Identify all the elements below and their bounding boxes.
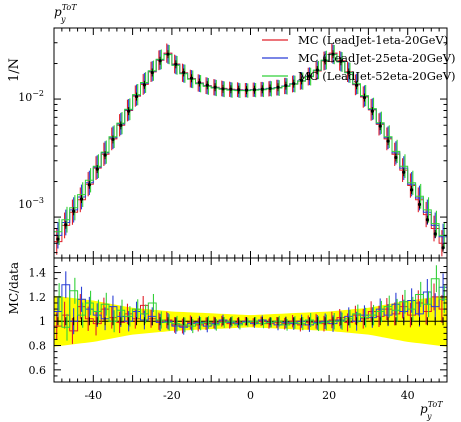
data-point-7 [111, 137, 115, 142]
chart-title: pToT y [54, 3, 77, 24]
top-ytick-exp-1e-3: −3 [32, 196, 44, 205]
title-superscript: ToT [62, 3, 78, 12]
data-point-28 [276, 85, 280, 89]
xlabel-superscript: ToT [428, 400, 444, 409]
data-point-24 [244, 88, 249, 92]
data-point-10 [134, 94, 139, 99]
data-point-6 [103, 153, 107, 157]
data-point-42 [386, 139, 390, 143]
title-subscript: y [60, 15, 66, 24]
data-point-2 [72, 209, 76, 213]
data-point-30 [292, 82, 296, 86]
data-point-41 [378, 124, 382, 128]
top-panel: 1/N 10−2 10−3 MC (LeadJet-1eta-20GeV) MC… [7, 27, 456, 259]
data-point-49 [441, 246, 445, 250]
data-point-13 [158, 59, 162, 63]
data-point-21 [221, 87, 225, 91]
data-point-25 [252, 88, 257, 92]
data-point-26 [260, 87, 264, 91]
top-ytick-base-1e-2: 10 [18, 91, 32, 104]
xtick-label-2: 0 [247, 389, 254, 402]
data-point-31 [299, 78, 304, 82]
top-ytick-label-1e-2: 10−2 [18, 89, 44, 104]
xtick-label-3: 20 [322, 389, 336, 402]
data-point-17 [189, 76, 194, 80]
data-point-4 [87, 183, 91, 187]
data-point-32 [307, 74, 312, 78]
data-point-44 [402, 170, 406, 174]
ratio-ytick-label-3: 1.2 [29, 291, 47, 304]
data-point-27 [268, 86, 272, 91]
data-point-23 [237, 88, 241, 92]
data-point-43 [394, 155, 398, 160]
data-point-22 [229, 87, 233, 91]
data-point-8 [119, 123, 123, 128]
data-point-36 [339, 59, 343, 63]
data-point-14 [166, 52, 170, 56]
data-point-38 [355, 83, 359, 87]
ratio-ytick-label-4: 1.4 [29, 267, 47, 280]
legend-label-1: MC (LeadJet-1eta-20GeV) [298, 33, 448, 47]
legend-label-2: MC (LeadJet-25eta-20GeV) [298, 51, 456, 65]
data-point-16 [182, 70, 186, 75]
ratio-panel-marks [54, 265, 447, 347]
top-panel-marks [54, 43, 447, 257]
data-point-47 [425, 218, 429, 222]
data-point-34 [323, 58, 327, 63]
legend-label-3: MC (LeadJet-52eta-20GeV) [298, 69, 456, 83]
legend: MC (LeadJet-1eta-20GeV) MC (LeadJet-25et… [262, 33, 456, 83]
title-base: p [54, 5, 62, 19]
data-point-3 [79, 197, 84, 201]
data-point-48 [433, 232, 437, 236]
data-point-19 [205, 83, 209, 87]
top-panel-y-ticks [54, 27, 447, 254]
data-point-1 [64, 223, 68, 227]
xtick-label-0: -40 [84, 389, 102, 402]
data-point-20 [213, 85, 217, 89]
data-point-9 [127, 109, 131, 113]
ratio-ytick-label-2: 1 [39, 315, 46, 328]
xtick-label-1: -20 [163, 389, 181, 402]
data-point-40 [370, 109, 374, 113]
ratio-ytick-label-1: 0.8 [29, 340, 47, 353]
top-ytick-label-1e-3: 10−3 [18, 196, 44, 211]
data-point-35 [331, 52, 335, 56]
ratio-panel-y-ticks: 0.6 0.8 1 1.2 1.4 [29, 266, 447, 377]
data-point-18 [197, 80, 202, 85]
data-point-29 [284, 84, 288, 88]
xlabel-base: p [420, 402, 428, 416]
ratio-panel: 0.6 0.8 1 1.2 1.4 MC/data [7, 257, 448, 383]
top-ytick-exp-1e-2: −2 [32, 89, 44, 98]
x-axis-label: pToT y [420, 400, 443, 421]
data-point-46 [417, 202, 422, 207]
data-point-33 [315, 68, 319, 72]
data-point-11 [142, 83, 146, 87]
ratio-panel-ylabel: MC/data [7, 262, 21, 314]
top-panel-ylabel: 1/N [7, 58, 22, 82]
x-axis: -40 -20 0 20 40 [53, 28, 448, 402]
top-ytick-base-1e-3: 10 [18, 198, 32, 211]
data-point-0 [56, 237, 60, 241]
data-point-39 [362, 95, 367, 100]
data-point-12 [150, 70, 154, 75]
xlabel-subscript: y [426, 412, 432, 421]
data-point-15 [174, 62, 178, 66]
data-point-45 [410, 188, 414, 192]
ratio-ytick-label-0: 0.6 [29, 364, 47, 377]
xtick-label-4: 40 [401, 389, 415, 402]
data-point-5 [95, 167, 99, 171]
data-point-37 [347, 70, 351, 75]
